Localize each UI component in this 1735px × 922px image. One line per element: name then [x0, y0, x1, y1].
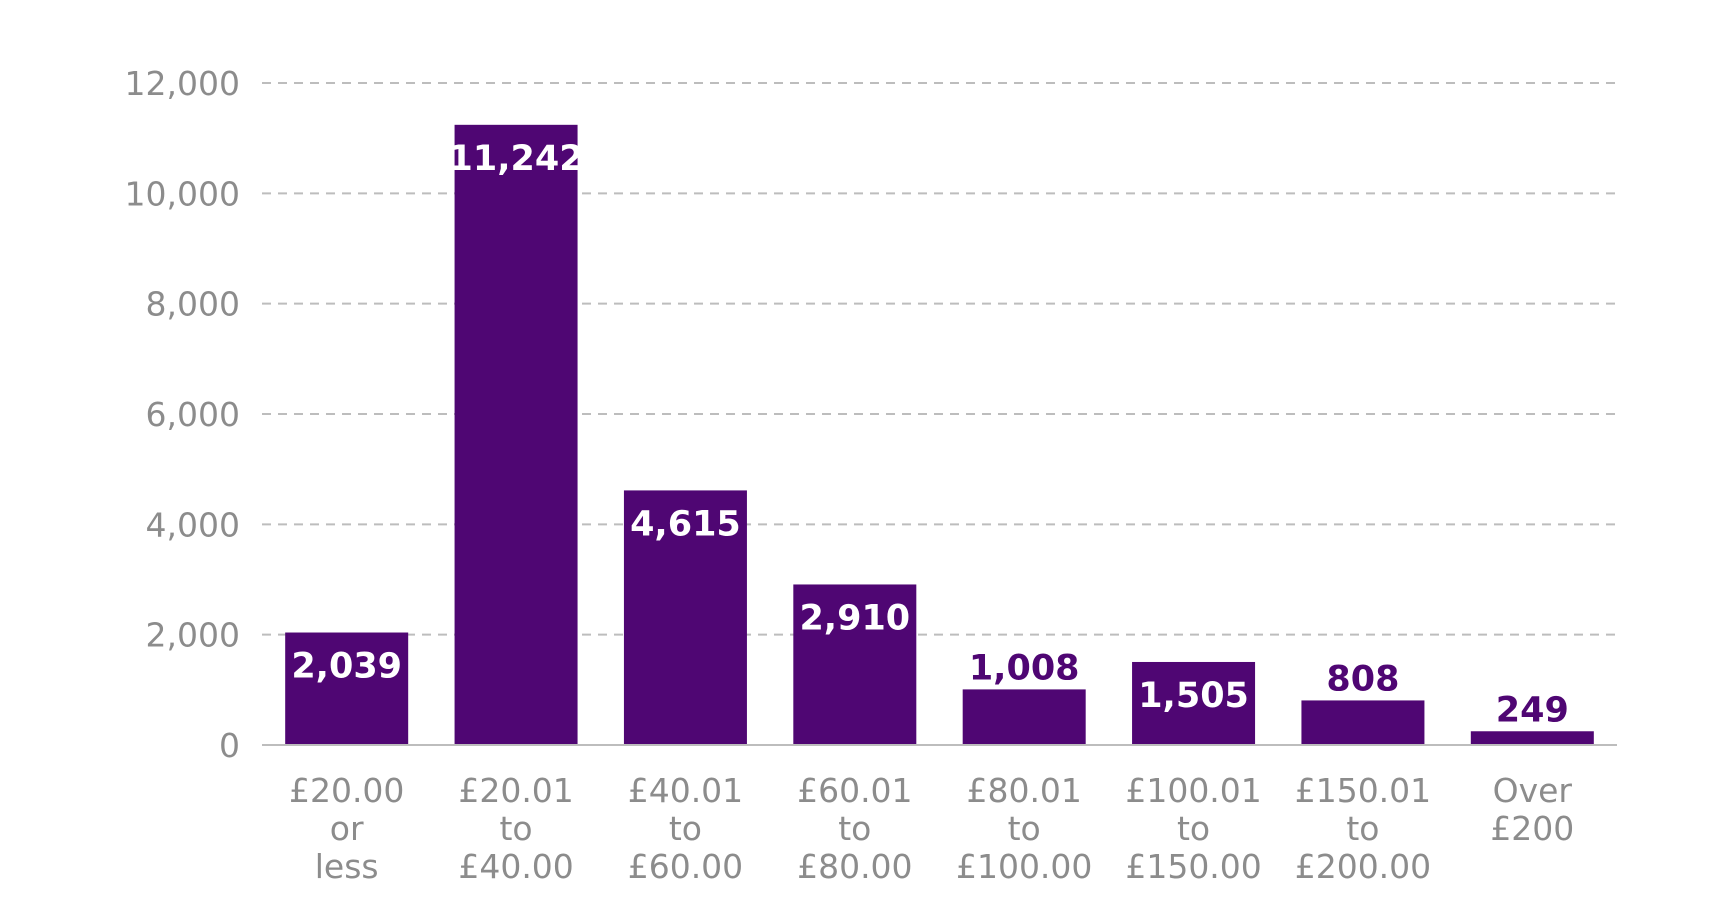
- bar: [285, 632, 409, 745]
- y-tick-label: 4,000: [146, 505, 240, 544]
- bar: [1470, 731, 1594, 745]
- x-tick-label: £60.01 to £80.00: [797, 771, 912, 886]
- bar: [1301, 700, 1425, 745]
- y-tick-label: 6,000: [146, 395, 240, 434]
- data-label: 1,008: [969, 648, 1080, 688]
- data-label: 4,615: [630, 504, 741, 544]
- x-axis-tick-labels: £20.00 or less £20.01 to £40.00 £40.01 to £60.00…: [289, 771, 1574, 886]
- data-label: 1,505: [1138, 676, 1249, 716]
- x-tick-label: £150.01 to £200.00: [1295, 771, 1431, 886]
- bar: [1132, 661, 1256, 745]
- x-tick-label: Over £200: [1490, 771, 1574, 848]
- bar: [793, 584, 917, 745]
- x-tick-label: £20.01 to £40.00: [458, 771, 573, 886]
- bars: [285, 124, 1594, 745]
- y-axis-tick-labels: 0 2,000 4,000 6,000 8,000 10,000 12,000: [125, 64, 240, 765]
- bar: [962, 689, 1086, 745]
- y-tick-label: 8,000: [146, 285, 240, 324]
- x-tick-label: £40.01 to £60.00: [628, 771, 743, 886]
- x-tick-label: £80.01 to £100.00: [956, 771, 1092, 886]
- data-label: 2,910: [799, 598, 910, 638]
- bar: [454, 124, 578, 745]
- y-tick-label: 12,000: [125, 64, 240, 103]
- data-labels: 2,039 11,242 4,615 2,910 1,008 1,505 808 249: [291, 139, 1569, 730]
- data-label: 11,242: [449, 139, 584, 179]
- y-tick-label: 0: [219, 726, 240, 765]
- y-tick-label: 10,000: [125, 174, 240, 213]
- x-tick-label: £100.01 to £150.00: [1125, 771, 1261, 886]
- data-label: 808: [1326, 659, 1399, 699]
- x-tick-label: £20.00 or less: [289, 771, 404, 886]
- data-label: 2,039: [291, 647, 402, 687]
- data-label: 249: [1496, 690, 1569, 730]
- bar: [623, 490, 747, 745]
- y-tick-label: 2,000: [146, 616, 240, 655]
